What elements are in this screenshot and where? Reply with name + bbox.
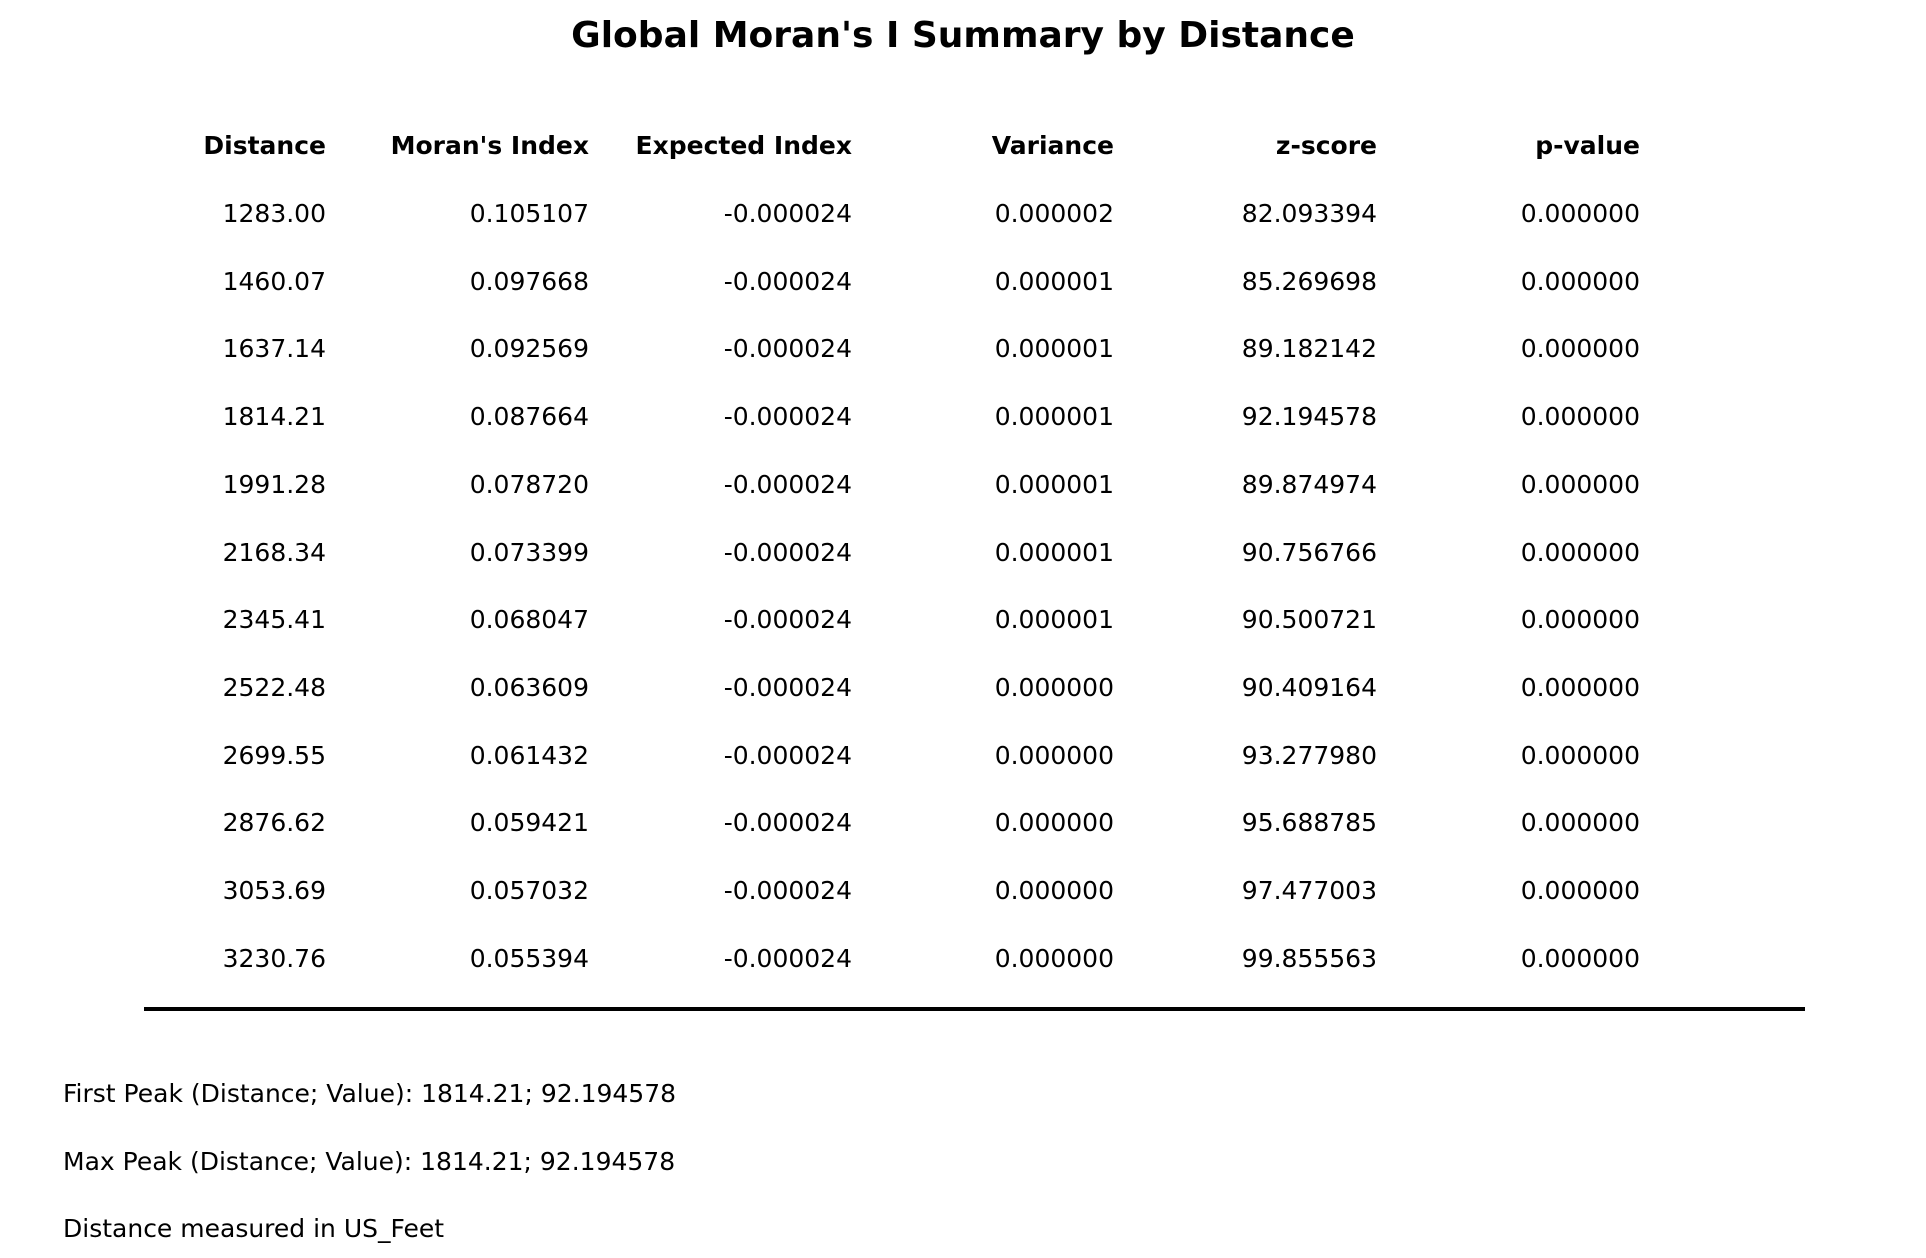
table-cell-morans-index: 0.063609 xyxy=(469,673,589,702)
table-cell-morans-index: 0.057032 xyxy=(469,876,589,905)
table-cell-z-score: 82.093394 xyxy=(1241,199,1377,228)
table-cell-expected-index: -0.000024 xyxy=(723,944,852,973)
table-cell-p-value: 0.000000 xyxy=(1520,944,1640,973)
table-cell-p-value: 0.000000 xyxy=(1520,605,1640,634)
table-cell-variance: 0.000000 xyxy=(994,673,1114,702)
table-cell-p-value: 0.000000 xyxy=(1520,538,1640,567)
column-header-distance: Distance xyxy=(203,131,326,160)
table-cell-z-score: 93.277980 xyxy=(1241,741,1377,770)
table-cell-variance: 0.000001 xyxy=(994,470,1114,499)
table-cell-distance: 2168.34 xyxy=(222,538,326,567)
table-cell-variance: 0.000000 xyxy=(994,876,1114,905)
table-cell-p-value: 0.000000 xyxy=(1520,673,1640,702)
table-cell-morans-index: 0.087664 xyxy=(469,402,589,431)
table-cell-expected-index: -0.000024 xyxy=(723,402,852,431)
table-cell-z-score: 97.477003 xyxy=(1241,876,1377,905)
table-cell-morans-index: 0.105107 xyxy=(469,199,589,228)
table-cell-morans-index: 0.059421 xyxy=(469,808,589,837)
column-header-variance: Variance xyxy=(991,131,1114,160)
table-cell-expected-index: -0.000024 xyxy=(723,741,852,770)
table-cell-distance: 2876.62 xyxy=(222,808,326,837)
table-cell-morans-index: 0.068047 xyxy=(469,605,589,634)
table-cell-distance: 3053.69 xyxy=(222,876,326,905)
table-cell-variance: 0.000000 xyxy=(994,741,1114,770)
table-cell-expected-index: -0.000024 xyxy=(723,267,852,296)
table-cell-distance: 1991.28 xyxy=(222,470,326,499)
table-cell-morans-index: 0.097668 xyxy=(469,267,589,296)
summary-table: Distance Moran's Index Expected Index Varia… xyxy=(203,131,1640,973)
table-cell-p-value: 0.000000 xyxy=(1520,741,1640,770)
table-cell-expected-index: -0.000024 xyxy=(723,538,852,567)
table-cell-variance: 0.000001 xyxy=(994,402,1114,431)
table-cell-distance: 1283.00 xyxy=(222,199,326,228)
table-cell-expected-index: -0.000024 xyxy=(723,605,852,634)
table-cell-z-score: 89.182142 xyxy=(1241,334,1377,363)
table-cell-variance: 0.000001 xyxy=(994,334,1114,363)
table-cell-p-value: 0.000000 xyxy=(1520,402,1640,431)
table-cell-variance: 0.000001 xyxy=(994,605,1114,634)
column-header-p-value: p-value xyxy=(1535,131,1640,160)
table-cell-z-score: 85.269698 xyxy=(1241,267,1377,296)
table-cell-p-value: 0.000000 xyxy=(1520,876,1640,905)
table-cell-p-value: 0.000000 xyxy=(1520,470,1640,499)
table-cell-expected-index: -0.000024 xyxy=(723,334,852,363)
table-cell-distance: 2345.41 xyxy=(222,605,326,634)
table-cell-morans-index: 0.055394 xyxy=(469,944,589,973)
table-cell-morans-index: 0.061432 xyxy=(469,741,589,770)
table-cell-morans-index: 0.073399 xyxy=(469,538,589,567)
table-cell-z-score: 90.409164 xyxy=(1241,673,1377,702)
max-peak-note: Max Peak (Distance; Value): 1814.21; 92.… xyxy=(63,1147,676,1176)
table-cell-morans-index: 0.078720 xyxy=(469,470,589,499)
report-title: Global Moran's I Summary by Distance xyxy=(571,15,1355,56)
table-cell-distance: 2699.55 xyxy=(222,741,326,770)
column-header-z-score: z-score xyxy=(1275,131,1377,160)
table-cell-variance: 0.000000 xyxy=(994,808,1114,837)
table-cell-expected-index: -0.000024 xyxy=(723,199,852,228)
table-bottom-rule xyxy=(144,1007,1805,1011)
table-cell-expected-index: -0.000024 xyxy=(723,673,852,702)
table-cell-distance: 1637.14 xyxy=(222,334,326,363)
table-cell-variance: 0.000000 xyxy=(994,944,1114,973)
table-cell-z-score: 90.500721 xyxy=(1241,605,1377,634)
table-cell-z-score: 92.194578 xyxy=(1241,402,1377,431)
column-header-expected-index: Expected Index xyxy=(635,131,852,160)
table-cell-p-value: 0.000000 xyxy=(1520,334,1640,363)
table-cell-p-value: 0.000000 xyxy=(1520,199,1640,228)
table-cell-z-score: 89.874974 xyxy=(1241,470,1377,499)
table-cell-distance: 1460.07 xyxy=(222,267,326,296)
table-cell-distance: 1814.21 xyxy=(222,402,326,431)
column-header-morans-index: Moran's Index xyxy=(390,131,589,160)
table-cell-variance: 0.000002 xyxy=(994,199,1114,228)
table-cell-distance: 3230.76 xyxy=(222,944,326,973)
table-cell-variance: 0.000001 xyxy=(994,267,1114,296)
table-cell-z-score: 90.756766 xyxy=(1241,538,1377,567)
first-peak-note: First Peak (Distance; Value): 1814.21; 9… xyxy=(63,1079,677,1108)
table-cell-morans-index: 0.092569 xyxy=(469,334,589,363)
table-cell-variance: 0.000001 xyxy=(994,538,1114,567)
table-cell-expected-index: -0.000024 xyxy=(723,876,852,905)
table-cell-distance: 2522.48 xyxy=(222,673,326,702)
table-cell-expected-index: -0.000024 xyxy=(723,808,852,837)
table-cell-p-value: 0.000000 xyxy=(1520,267,1640,296)
table-cell-p-value: 0.000000 xyxy=(1520,808,1640,837)
distance-units-note: Distance measured in US_Feet xyxy=(63,1214,445,1243)
table-cell-z-score: 95.688785 xyxy=(1241,808,1377,837)
table-cell-expected-index: -0.000024 xyxy=(723,470,852,499)
table-cell-z-score: 99.855563 xyxy=(1241,944,1377,973)
